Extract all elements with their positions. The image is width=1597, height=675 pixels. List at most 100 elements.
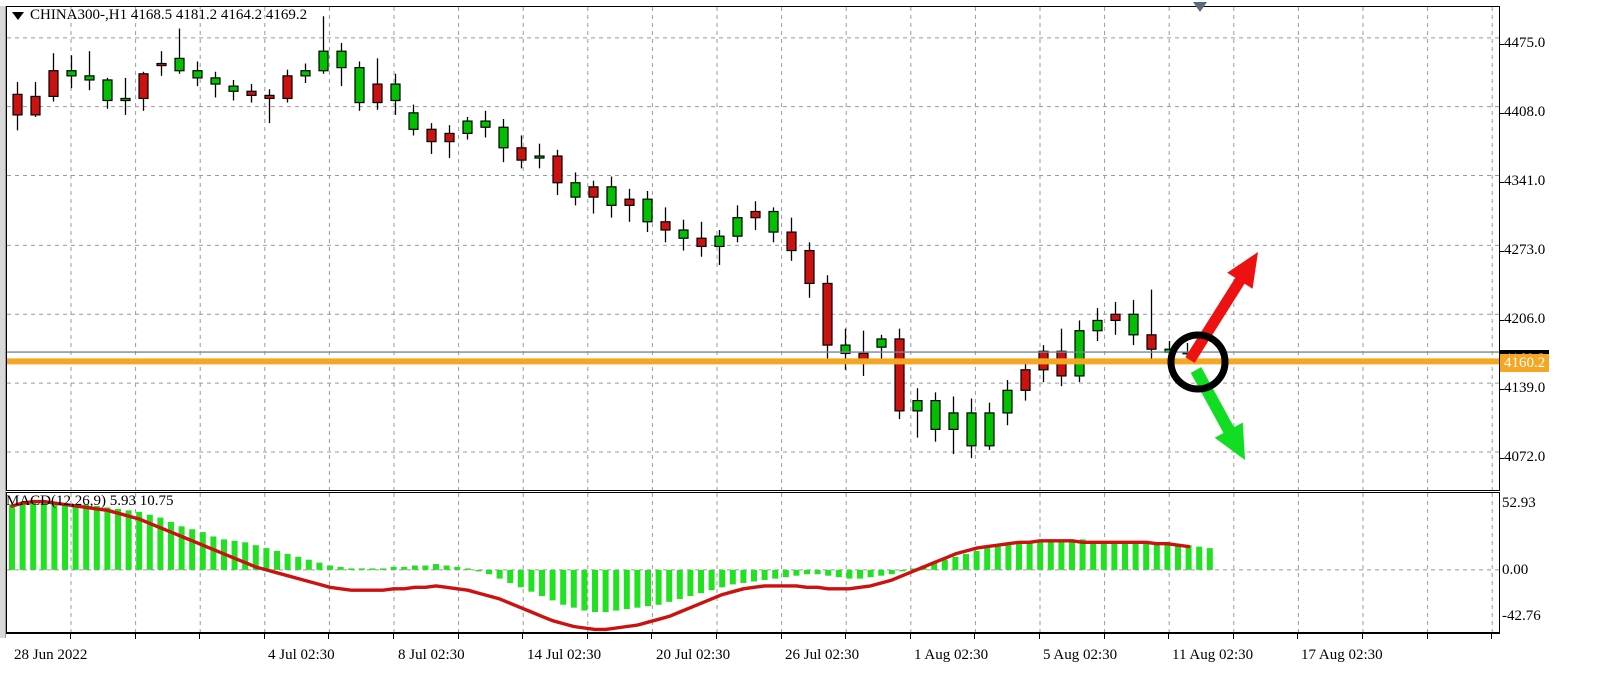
candle-body	[840, 344, 851, 354]
candlestick	[228, 79, 239, 101]
macd-histogram-bar	[401, 566, 408, 570]
candle-body	[300, 70, 311, 77]
macd-histogram-bar	[835, 569, 842, 578]
candle-body	[1020, 369, 1031, 391]
candlestick	[1146, 289, 1157, 362]
macd-indicator-panel[interactable]	[6, 492, 1500, 633]
macd-histogram-bar	[994, 546, 1001, 570]
candlestick	[822, 275, 833, 360]
macd-histogram-bar	[878, 569, 885, 576]
candle-body	[246, 90, 257, 96]
macd-histogram-bar	[539, 569, 545, 597]
macd-histogram-bar	[348, 568, 355, 570]
time-axis-tick	[1491, 634, 1493, 639]
time-axis-label: 11 Aug 02:30	[1172, 647, 1254, 663]
price-chart-panel[interactable]	[6, 6, 1500, 491]
time-axis-tick	[845, 634, 847, 639]
candle-body	[498, 126, 509, 149]
macd-histogram-bar	[592, 569, 598, 613]
macd-histogram-bar	[613, 569, 620, 611]
candlestick	[912, 388, 923, 438]
candlestick	[1128, 299, 1139, 346]
price-axis-tick	[1500, 389, 1504, 391]
macd-histogram-bar	[30, 500, 37, 570]
macd-histogram-bar	[168, 521, 174, 570]
candlestick	[138, 71, 149, 111]
highlight-circle	[1167, 331, 1229, 393]
macd-histogram-bar	[380, 568, 386, 570]
price-axis-label: 4475.0	[1504, 34, 1546, 51]
macd-label: MACD(12,26,9) 5.93 10.75	[6, 493, 174, 509]
candlestick	[372, 58, 383, 110]
candle-body	[372, 83, 383, 104]
candle-body	[264, 94, 275, 100]
time-axis-tick	[586, 634, 588, 639]
macd-histogram-bar	[1175, 543, 1181, 570]
macd-histogram-bar	[486, 569, 492, 575]
triangle-down-marker-icon	[1193, 2, 1207, 12]
price-chart-canvas[interactable]	[7, 7, 1499, 490]
macd-histogram-bar	[1132, 543, 1139, 570]
macd-histogram-bar	[1079, 539, 1086, 570]
candle-body	[948, 412, 959, 430]
macd-histogram-bar	[814, 569, 821, 575]
candlestick	[714, 230, 725, 265]
candlestick	[948, 396, 959, 455]
candle-body	[984, 412, 995, 447]
candlestick	[192, 61, 203, 87]
candlestick	[588, 180, 599, 214]
macd-histogram-bar	[443, 565, 450, 570]
macd-histogram-bar	[645, 569, 651, 607]
macd-histogram-bar	[867, 569, 874, 578]
time-axis-tick	[974, 634, 976, 639]
macd-histogram-bar	[910, 568, 916, 570]
macd-histogram-bar	[337, 566, 344, 570]
macd-histogram-bar	[146, 514, 153, 570]
time-axis-tick	[780, 634, 782, 639]
candle-body	[336, 50, 347, 69]
time-axis[interactable]: 28 Jun 2022 4 Jul 02:30 8 Jul 02:30 14 Jul …	[6, 633, 1500, 675]
time-axis-tick	[522, 634, 524, 639]
triangle-down-icon[interactable]	[12, 11, 24, 20]
time-axis-tick	[1297, 634, 1299, 639]
time-axis-label: 20 Jul 02:30	[656, 647, 731, 663]
macd-histogram-bar	[1037, 540, 1044, 570]
time-axis-label: 1 Aug 02:30	[914, 647, 989, 663]
candlestick	[1110, 301, 1121, 335]
candlestick	[984, 402, 995, 450]
time-axis-tick	[651, 634, 653, 639]
candlestick	[750, 201, 761, 231]
candle-body	[1128, 313, 1139, 336]
macd-histogram-bar	[941, 559, 948, 570]
candle-body	[390, 83, 401, 102]
macd-histogram-bar	[157, 517, 164, 570]
macd-histogram-bar	[1058, 539, 1065, 570]
price-axis[interactable]: 4475.0 4408.0 4341.0 4273.0 4206.0 4139.0 4072…	[1500, 6, 1597, 491]
macd-histogram-bar	[284, 553, 291, 570]
candlestick	[66, 55, 77, 89]
macd-histogram-bar	[676, 569, 683, 599]
candle-body	[66, 70, 77, 77]
macd-chart-canvas[interactable]	[7, 493, 1499, 632]
macd-axis[interactable]: 52.93 0.00 -42.76	[1500, 492, 1597, 633]
chart-scroll-handle[interactable]	[0, 6, 6, 638]
macd-histogram-bar	[666, 569, 673, 602]
candle-body	[534, 155, 545, 159]
time-axis-tick	[328, 634, 330, 639]
candle-body	[318, 50, 329, 72]
candle-body	[606, 186, 617, 206]
candle-body	[894, 338, 905, 412]
candlestick	[894, 328, 905, 420]
candlestick	[732, 205, 743, 243]
candlestick	[1020, 361, 1031, 401]
candlestick	[354, 61, 365, 111]
price-axis-tick	[1500, 43, 1504, 45]
candle-body	[228, 85, 239, 92]
macd-histogram-bar	[1047, 540, 1054, 570]
macd-histogram-bar	[305, 559, 312, 570]
price-axis-label: 4273.0	[1504, 242, 1546, 259]
macd-histogram-bar	[634, 569, 641, 608]
candlestick	[102, 77, 113, 109]
macd-histogram-bar	[125, 510, 132, 570]
candlestick	[642, 190, 653, 233]
